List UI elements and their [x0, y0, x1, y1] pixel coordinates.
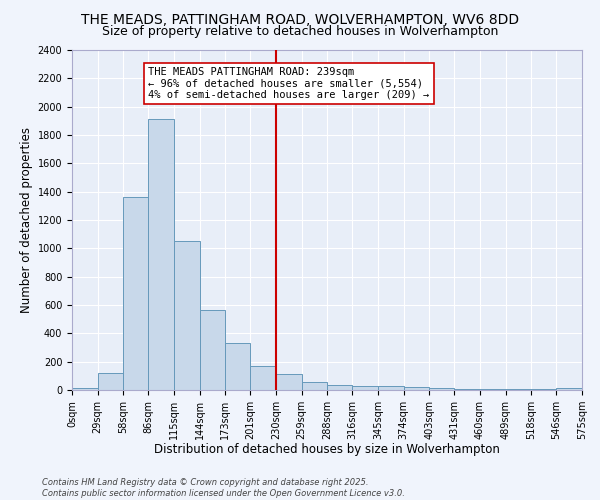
Bar — [328, 385, 352, 390]
Bar — [174, 240, 200, 390]
Bar — [276, 374, 302, 390]
Bar — [72, 388, 98, 390]
Bar — [352, 386, 378, 390]
Bar — [226, 342, 250, 390]
Text: Contains HM Land Registry data © Crown copyright and database right 2025.
Contai: Contains HM Land Registry data © Crown c… — [42, 478, 405, 498]
Bar — [148, 120, 174, 390]
Text: THE MEADS, PATTINGHAM ROAD, WOLVERHAMPTON, WV6 8DD: THE MEADS, PATTINGHAM ROAD, WOLVERHAMPTO… — [81, 12, 519, 26]
Text: Size of property relative to detached houses in Wolverhampton: Size of property relative to detached ho… — [102, 25, 498, 38]
Bar — [250, 366, 276, 390]
Text: THE MEADS PATTINGHAM ROAD: 239sqm
← 96% of detached houses are smaller (5,554)
4: THE MEADS PATTINGHAM ROAD: 239sqm ← 96% … — [148, 67, 430, 100]
Bar — [430, 388, 454, 390]
X-axis label: Distribution of detached houses by size in Wolverhampton: Distribution of detached houses by size … — [154, 444, 500, 456]
Bar — [404, 387, 430, 390]
Bar — [302, 382, 328, 390]
Bar — [98, 373, 124, 390]
Bar — [200, 310, 226, 390]
Bar — [124, 198, 148, 390]
Bar — [556, 388, 582, 390]
Bar — [378, 386, 404, 390]
Y-axis label: Number of detached properties: Number of detached properties — [20, 127, 34, 313]
